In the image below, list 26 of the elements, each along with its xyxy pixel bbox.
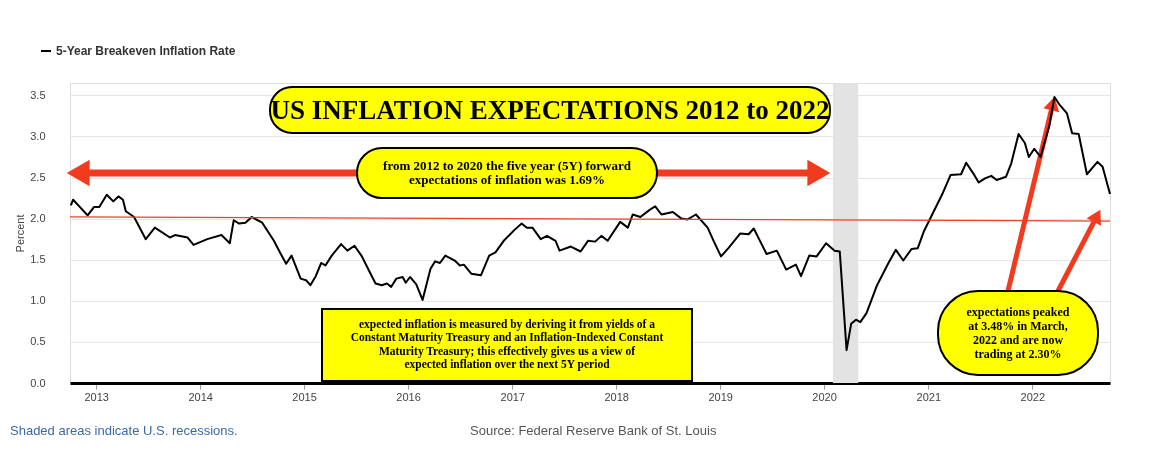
y-tick-label: 1.0	[30, 294, 46, 307]
y-tick-label: 2.0	[30, 212, 46, 225]
annotation: from 2012 to 2020 the five year (5Y) forward expectations of inflation was 1.69%	[383, 157, 632, 188]
x-tick-label: 2016	[396, 390, 421, 403]
y-tick-label: 2.5	[30, 171, 46, 184]
x-tick-label: 2019	[708, 390, 733, 403]
y-tick-label: 3.0	[30, 129, 46, 142]
y-tick-label: 3.5	[30, 88, 46, 101]
x-tick-label: 2014	[188, 390, 213, 403]
y-axis-title: Percent	[14, 214, 27, 253]
text: Shaded areas indicate U.S. recessions.	[10, 423, 238, 438]
chart-title: US INFLATION EXPECTATIONS 2012 to 2022	[270, 95, 830, 125]
x-tick-label: 2020	[812, 390, 837, 403]
x-tick-label: 2018	[604, 390, 629, 403]
x-tick-label: 2022	[1020, 390, 1045, 403]
legend-label: 5-Year Breakeven Inflation Rate	[56, 44, 236, 58]
x-tick-label: 2013	[84, 390, 109, 403]
annotation: expectations peaked at 3.48% in March, 2022 and are now trading at 2.30%	[966, 305, 1070, 361]
annotation: expected inflation is measured by deriving it from yields of a Constant Maturity Treasury and an Inflation-Indexed Constant Maturity Treasury; this effectively gives us a view of expected inflation over the next 5Y period	[350, 318, 664, 371]
source-note: Source: Federal Reserve Bank of St. Louis	[470, 423, 717, 438]
y-tick-label: 1.5	[30, 253, 46, 266]
y-tick-label: 0.5	[30, 335, 46, 348]
x-tick-label: 2015	[292, 390, 317, 403]
x-tick-label: 2017	[500, 390, 525, 403]
y-tick-label: 0.0	[30, 376, 46, 389]
x-tick-label: 2021	[916, 390, 942, 403]
